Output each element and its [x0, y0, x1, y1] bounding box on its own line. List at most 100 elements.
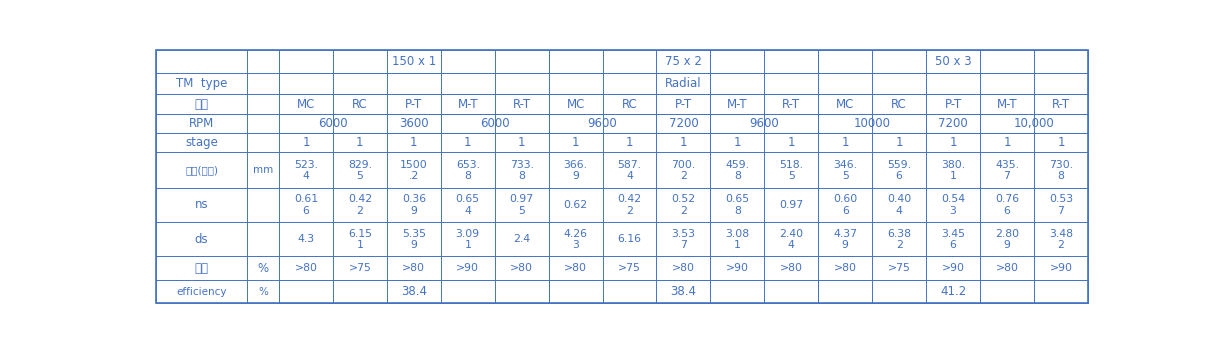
Bar — [926, 222, 980, 256]
Text: R-T: R-T — [1051, 98, 1070, 111]
Bar — [387, 280, 441, 303]
Bar — [710, 114, 818, 133]
Text: 1: 1 — [949, 136, 957, 149]
Bar — [818, 280, 872, 303]
Bar — [980, 188, 1034, 222]
Text: 0.97: 0.97 — [779, 200, 804, 210]
Text: >75: >75 — [348, 263, 371, 273]
Text: P-T: P-T — [944, 98, 961, 111]
Bar — [980, 114, 1034, 133]
Text: 1: 1 — [572, 136, 579, 149]
Bar — [495, 188, 549, 222]
Bar — [441, 188, 495, 222]
Bar — [872, 133, 926, 153]
Text: 700.
2: 700. 2 — [671, 160, 696, 181]
Text: TM  type: TM type — [176, 77, 227, 90]
Text: 0.54
3: 0.54 3 — [941, 194, 965, 216]
Text: 3600: 3600 — [399, 118, 429, 131]
Text: 0.62: 0.62 — [563, 200, 588, 210]
Text: 1: 1 — [1003, 136, 1011, 149]
Bar — [549, 188, 602, 222]
Bar — [387, 153, 441, 188]
Bar — [441, 133, 495, 153]
Bar — [387, 188, 441, 222]
Text: 587.
4: 587. 4 — [618, 160, 641, 181]
Bar — [549, 73, 602, 94]
Bar — [818, 222, 872, 256]
Text: 1: 1 — [841, 136, 849, 149]
Bar — [333, 50, 387, 73]
Bar — [1034, 256, 1088, 280]
Text: 3.08
1: 3.08 1 — [725, 229, 749, 250]
Bar — [333, 73, 387, 94]
Bar — [710, 94, 765, 114]
Bar — [333, 94, 387, 114]
Bar — [246, 94, 279, 114]
Bar — [710, 188, 765, 222]
Text: 3.09
1: 3.09 1 — [455, 229, 480, 250]
Text: 3.48
2: 3.48 2 — [1049, 229, 1073, 250]
Bar — [333, 222, 387, 256]
Text: 75 x 2: 75 x 2 — [665, 55, 702, 68]
Text: 4.37
9: 4.37 9 — [833, 229, 857, 250]
Text: 0.36
9: 0.36 9 — [402, 194, 426, 216]
Text: RC: RC — [622, 98, 637, 111]
Bar — [818, 280, 1088, 303]
Text: RC: RC — [352, 98, 368, 111]
Bar — [818, 256, 872, 280]
Bar — [710, 50, 765, 73]
Text: MC: MC — [296, 98, 316, 111]
Text: R-T: R-T — [782, 98, 800, 111]
Bar — [387, 133, 441, 153]
Bar — [602, 94, 657, 114]
Bar — [818, 73, 872, 94]
Bar — [279, 133, 333, 153]
Bar — [1034, 94, 1088, 114]
Bar — [279, 50, 333, 73]
Bar — [602, 280, 657, 303]
Bar — [549, 114, 602, 133]
Text: 4.26
3: 4.26 3 — [563, 229, 588, 250]
Text: 4.3: 4.3 — [297, 234, 314, 244]
Bar — [710, 280, 765, 303]
Bar — [157, 256, 246, 280]
Bar — [333, 256, 387, 280]
Bar — [495, 73, 549, 94]
Bar — [710, 114, 765, 133]
Bar — [765, 73, 818, 94]
Text: >80: >80 — [834, 263, 857, 273]
Bar — [1034, 133, 1088, 153]
Bar — [279, 256, 333, 280]
Bar — [926, 188, 980, 222]
Text: 1: 1 — [680, 136, 687, 149]
Text: 7200: 7200 — [938, 118, 968, 131]
Text: 1: 1 — [356, 136, 364, 149]
Text: 1: 1 — [464, 136, 471, 149]
Text: 지름(최대): 지름(최대) — [185, 165, 219, 175]
Text: 1: 1 — [788, 136, 795, 149]
Bar — [818, 114, 926, 133]
Text: 10,000: 10,000 — [1014, 118, 1054, 131]
Text: 653.
8: 653. 8 — [455, 160, 480, 181]
Bar — [872, 280, 926, 303]
Text: >75: >75 — [887, 263, 910, 273]
Bar — [549, 94, 602, 114]
Bar — [495, 153, 549, 188]
Bar — [246, 222, 279, 256]
Text: 6.15
1: 6.15 1 — [348, 229, 371, 250]
Bar — [441, 73, 495, 94]
Bar — [495, 280, 549, 303]
Text: >80: >80 — [779, 263, 802, 273]
Bar — [657, 50, 710, 73]
Bar — [765, 94, 818, 114]
Bar — [657, 94, 710, 114]
Bar — [602, 188, 657, 222]
Bar — [657, 188, 710, 222]
Text: 9600: 9600 — [749, 118, 779, 131]
Text: >90: >90 — [726, 263, 749, 273]
Bar — [1034, 153, 1088, 188]
Bar — [980, 153, 1034, 188]
Text: 6000: 6000 — [480, 118, 510, 131]
Bar — [926, 280, 980, 303]
Text: 3.45
6: 3.45 6 — [941, 229, 965, 250]
